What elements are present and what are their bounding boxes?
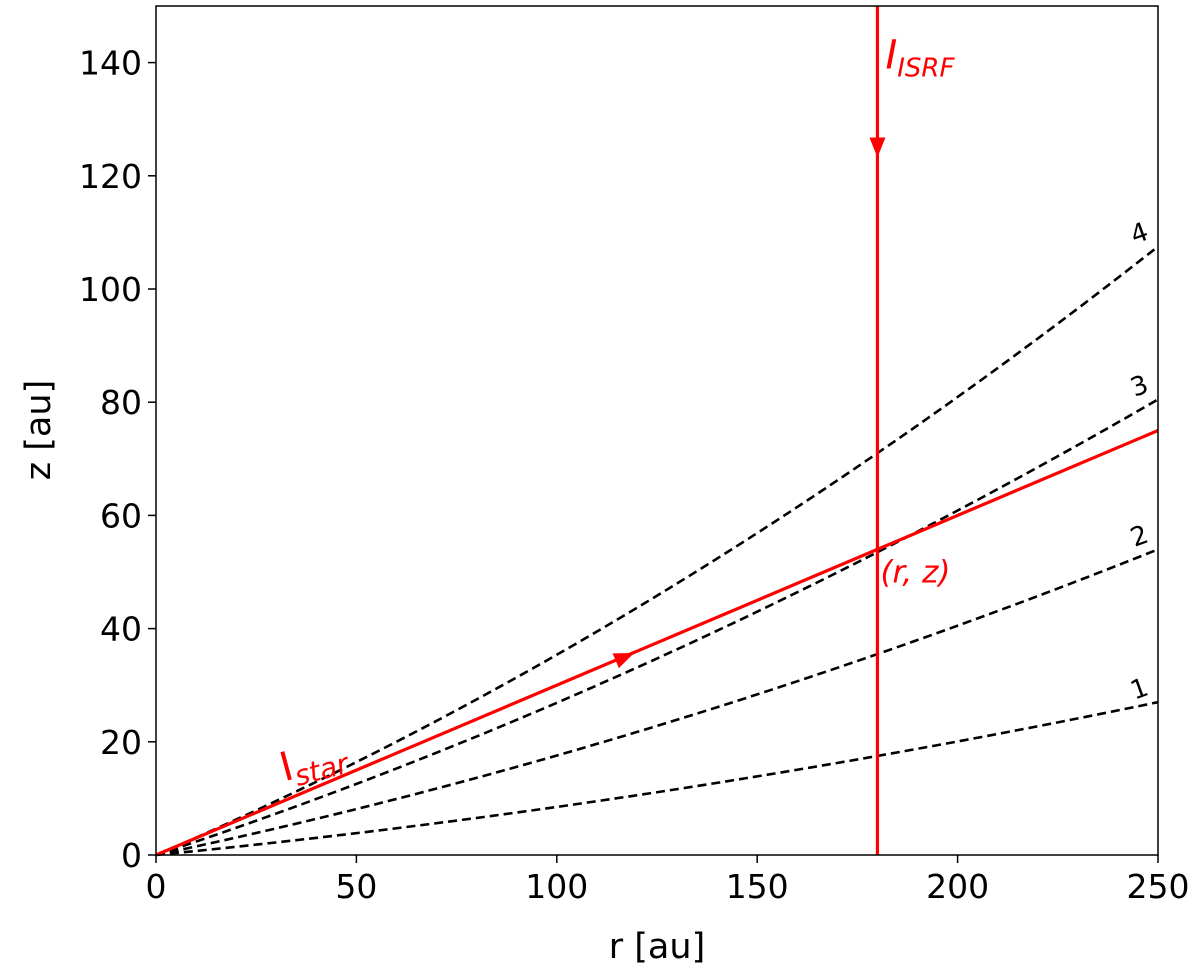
x-tick-label: 50: [335, 867, 377, 906]
ray-arrow-star: [612, 652, 635, 669]
y-tick-label: 80: [100, 383, 142, 422]
y-tick-label: 100: [79, 270, 142, 309]
dashed-surfaces: [155, 245, 1159, 857]
surface-label-4: 4: [1127, 217, 1153, 251]
y-tick-label: 40: [100, 610, 142, 649]
ray-line-star: [155, 429, 1159, 857]
point-label: (r, z): [880, 554, 950, 590]
x-tick-label: 250: [1127, 867, 1190, 906]
x-tick-label: 100: [525, 867, 588, 906]
y-axis-title: z [au]: [19, 380, 59, 480]
surface-curve-1: [155, 700, 1159, 857]
ray-arrow-isrf: [869, 137, 886, 158]
surface-label-1: 1: [1127, 673, 1153, 707]
y-tick-label: 140: [79, 44, 142, 83]
y-tick-label: 120: [79, 157, 142, 196]
surface-curve-4: [155, 245, 1159, 857]
y-tick-label: 0: [121, 836, 142, 875]
red-rays: [155, 6, 1159, 857]
x-tick-label: 200: [926, 867, 989, 906]
x-axis-title: r [au]: [609, 927, 705, 967]
y-tick-label: 60: [100, 496, 142, 535]
y-axis-ticks: 0 20 40 60 80 100 120 140: [79, 44, 156, 875]
x-tick-label: 0: [146, 867, 167, 906]
curve-labels: 1 2 3 4 Istar IISRF (r, z): [275, 32, 1153, 796]
ray-label-star: Istar: [275, 729, 353, 796]
plot-frame: [155, 5, 1159, 856]
surface-label-3: 3: [1127, 370, 1153, 404]
x-axis-ticks: 0 50 100 150 200 250: [146, 855, 1190, 906]
surface-curve-3: [155, 398, 1159, 857]
surface-label-2: 2: [1127, 520, 1153, 554]
ray-label-isrf: IISRF: [885, 32, 955, 83]
y-tick-label: 20: [100, 723, 142, 762]
x-tick-label: 150: [726, 867, 789, 906]
